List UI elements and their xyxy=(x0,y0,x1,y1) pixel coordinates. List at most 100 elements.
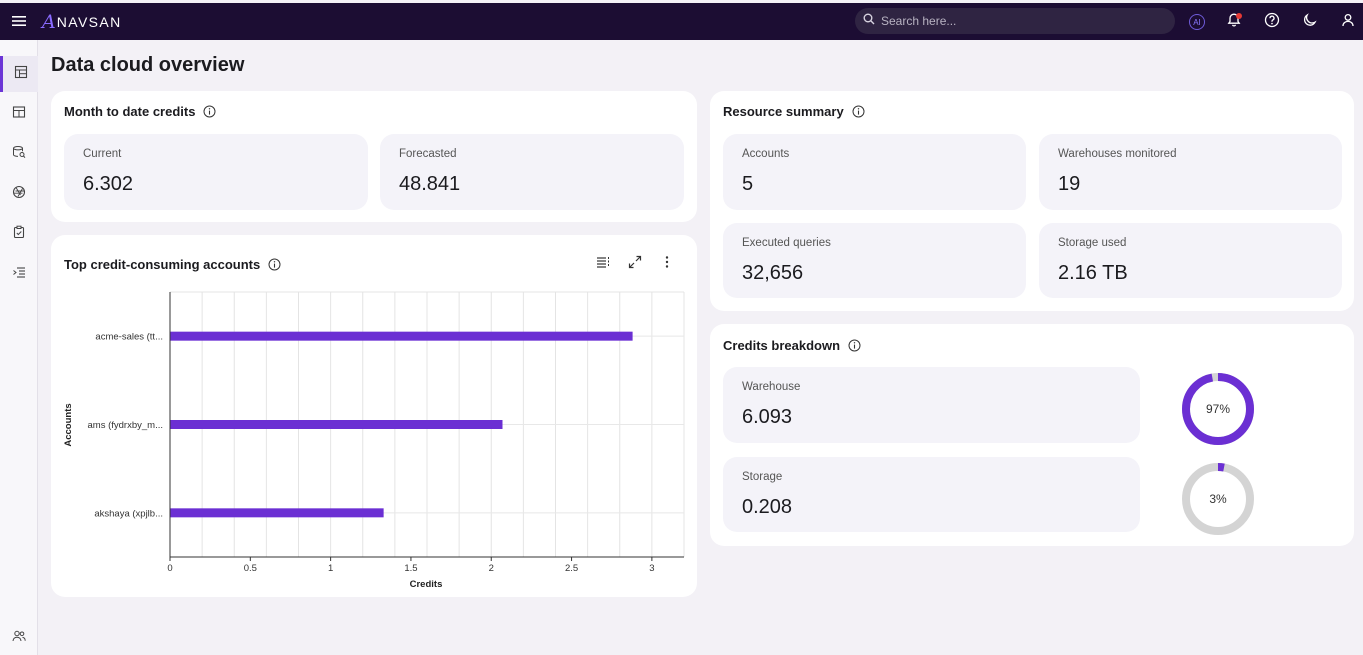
help-icon xyxy=(1264,12,1280,33)
page-title: Data cloud overview xyxy=(51,54,245,76)
forecasted-credits-tile: Forecasted 48.841 xyxy=(380,134,684,210)
expand-icon xyxy=(628,255,642,274)
database-search-icon xyxy=(12,145,26,164)
more-options-button[interactable] xyxy=(658,255,676,273)
resource-summary-header: Resource summary xyxy=(723,104,865,119)
layout-icon xyxy=(12,105,26,124)
warehouses-monitored-tile: Warehouses monitored 19 xyxy=(1039,134,1342,210)
tile-label: Storage xyxy=(742,471,783,483)
sidebar-item-warehouses[interactable] xyxy=(0,96,38,132)
donut-percent: 97% xyxy=(1206,402,1230,416)
card-title: Month to date credits xyxy=(64,104,196,119)
users-icon xyxy=(12,629,26,648)
category-label: acme-sales (tt... xyxy=(95,332,163,343)
search-input[interactable] xyxy=(881,14,1151,28)
tile-value: 2.16 TB xyxy=(1058,262,1128,284)
x-tick-label: 2.5 xyxy=(565,563,578,574)
tile-label: Warehouse xyxy=(742,381,801,393)
expand-button[interactable] xyxy=(626,255,644,273)
clipboard-icon xyxy=(12,225,26,244)
resource-summary-card: Resource summary Accounts 5 Warehouses m… xyxy=(710,91,1354,311)
tile-value: 48.841 xyxy=(399,173,461,195)
tile-value: 6.302 xyxy=(83,173,134,195)
moon-icon xyxy=(1302,12,1318,33)
tile-value: 0.208 xyxy=(742,496,793,518)
storage-used-tile: Storage used 2.16 TB xyxy=(1039,223,1342,298)
month-to-date-credits-card: Month to date credits Current 6.302 Fore… xyxy=(51,91,697,222)
donut-arc xyxy=(1182,463,1254,535)
list-indent-icon xyxy=(12,265,26,284)
tile-label: Accounts xyxy=(742,148,790,160)
notifications-button[interactable] xyxy=(1224,12,1244,32)
x-tick-label: 0.5 xyxy=(244,563,257,574)
ai-icon: AI xyxy=(1189,14,1205,30)
sidebar-item-integrations[interactable] xyxy=(0,176,38,212)
card-title: Credits breakdown xyxy=(723,338,841,353)
warehouse-credits-tile: Warehouse 6.093 xyxy=(723,367,1140,443)
credits-breakdown-header: Credits breakdown xyxy=(723,338,861,353)
sidebar-item-databases[interactable] xyxy=(0,136,38,172)
dashboard-icon xyxy=(14,65,28,84)
sidebar-item-tasks[interactable] xyxy=(0,216,38,252)
tile-label: Warehouses monitored xyxy=(1058,148,1177,160)
tile-value: 6.093 xyxy=(742,406,793,428)
bar-chart: acme-sales (tt... ams (fydrxby_m...akshay… xyxy=(63,291,685,590)
info-icon[interactable] xyxy=(848,339,861,352)
category-label: ams (fydrxby_m... xyxy=(88,420,164,431)
top-bar: A NAVSAN AI xyxy=(0,3,1363,40)
search-box[interactable] xyxy=(855,8,1175,34)
card-title: Top credit-consuming accounts xyxy=(64,257,261,272)
hamburger-menu-icon[interactable] xyxy=(11,13,27,29)
app-logo[interactable]: A NAVSAN xyxy=(42,11,122,33)
sidebar xyxy=(0,40,38,655)
info-icon[interactable] xyxy=(852,105,865,118)
notification-dot xyxy=(1236,13,1242,19)
x-axis-title: Credits xyxy=(410,579,443,590)
tile-value: 19 xyxy=(1058,173,1081,195)
table-view-button[interactable] xyxy=(594,255,612,273)
bar[interactable] xyxy=(170,508,384,518)
x-tick-label: 3 xyxy=(649,563,654,574)
search-icon xyxy=(863,12,875,30)
executed-queries-tile: Executed queries 32,656 xyxy=(723,223,1026,298)
storage-donut: 3% xyxy=(1182,463,1254,535)
kebab-menu-icon xyxy=(660,255,674,274)
info-icon[interactable] xyxy=(203,105,216,118)
category-label: akshaya (xpjlb... xyxy=(94,508,163,519)
tile-label: Forecasted xyxy=(399,148,457,160)
list-view-icon xyxy=(596,255,610,274)
x-tick-label: 1.5 xyxy=(404,563,417,574)
logo-text: NAVSAN xyxy=(56,14,122,30)
donut-percent: 3% xyxy=(1209,492,1227,506)
donut-arc xyxy=(1182,373,1254,445)
bar[interactable] xyxy=(170,420,503,429)
month-to-date-credits-header: Month to date credits xyxy=(64,104,216,119)
tile-value: 5 xyxy=(742,173,754,195)
bar[interactable] xyxy=(170,331,633,341)
x-tick-label: 0 xyxy=(167,563,172,574)
storage-credits-tile: Storage 0.208 xyxy=(723,457,1140,532)
accounts-tile: Accounts 5 xyxy=(723,134,1026,210)
top-accounts-card: Top credit-consuming accounts acme-sales… xyxy=(51,235,697,597)
info-icon[interactable] xyxy=(268,258,281,271)
current-credits-tile: Current 6.302 xyxy=(64,134,368,210)
tile-label: Storage used xyxy=(1058,237,1127,249)
sidebar-item-overview[interactable] xyxy=(0,56,38,92)
sidebar-item-users[interactable] xyxy=(0,620,38,655)
theme-toggle-button[interactable] xyxy=(1300,12,1320,32)
card-title: Resource summary xyxy=(723,104,844,119)
x-tick-label: 1 xyxy=(328,563,333,574)
help-button[interactable] xyxy=(1262,12,1282,32)
sidebar-item-logs[interactable] xyxy=(0,256,38,292)
logo-mark: A xyxy=(42,11,56,33)
user-icon xyxy=(1340,12,1356,33)
credits-breakdown-card: Credits breakdown Warehouse 6.093 Storag… xyxy=(710,324,1354,546)
x-tick-label: 2 xyxy=(489,563,494,574)
ai-assistant-button[interactable]: AI xyxy=(1187,12,1207,32)
tile-label: Current xyxy=(83,148,122,160)
tile-label: Executed queries xyxy=(742,237,831,249)
profile-button[interactable] xyxy=(1338,12,1358,32)
y-axis-title: Accounts xyxy=(63,403,74,446)
aperture-icon xyxy=(12,185,26,204)
warehouse-donut: 97% xyxy=(1182,373,1254,445)
